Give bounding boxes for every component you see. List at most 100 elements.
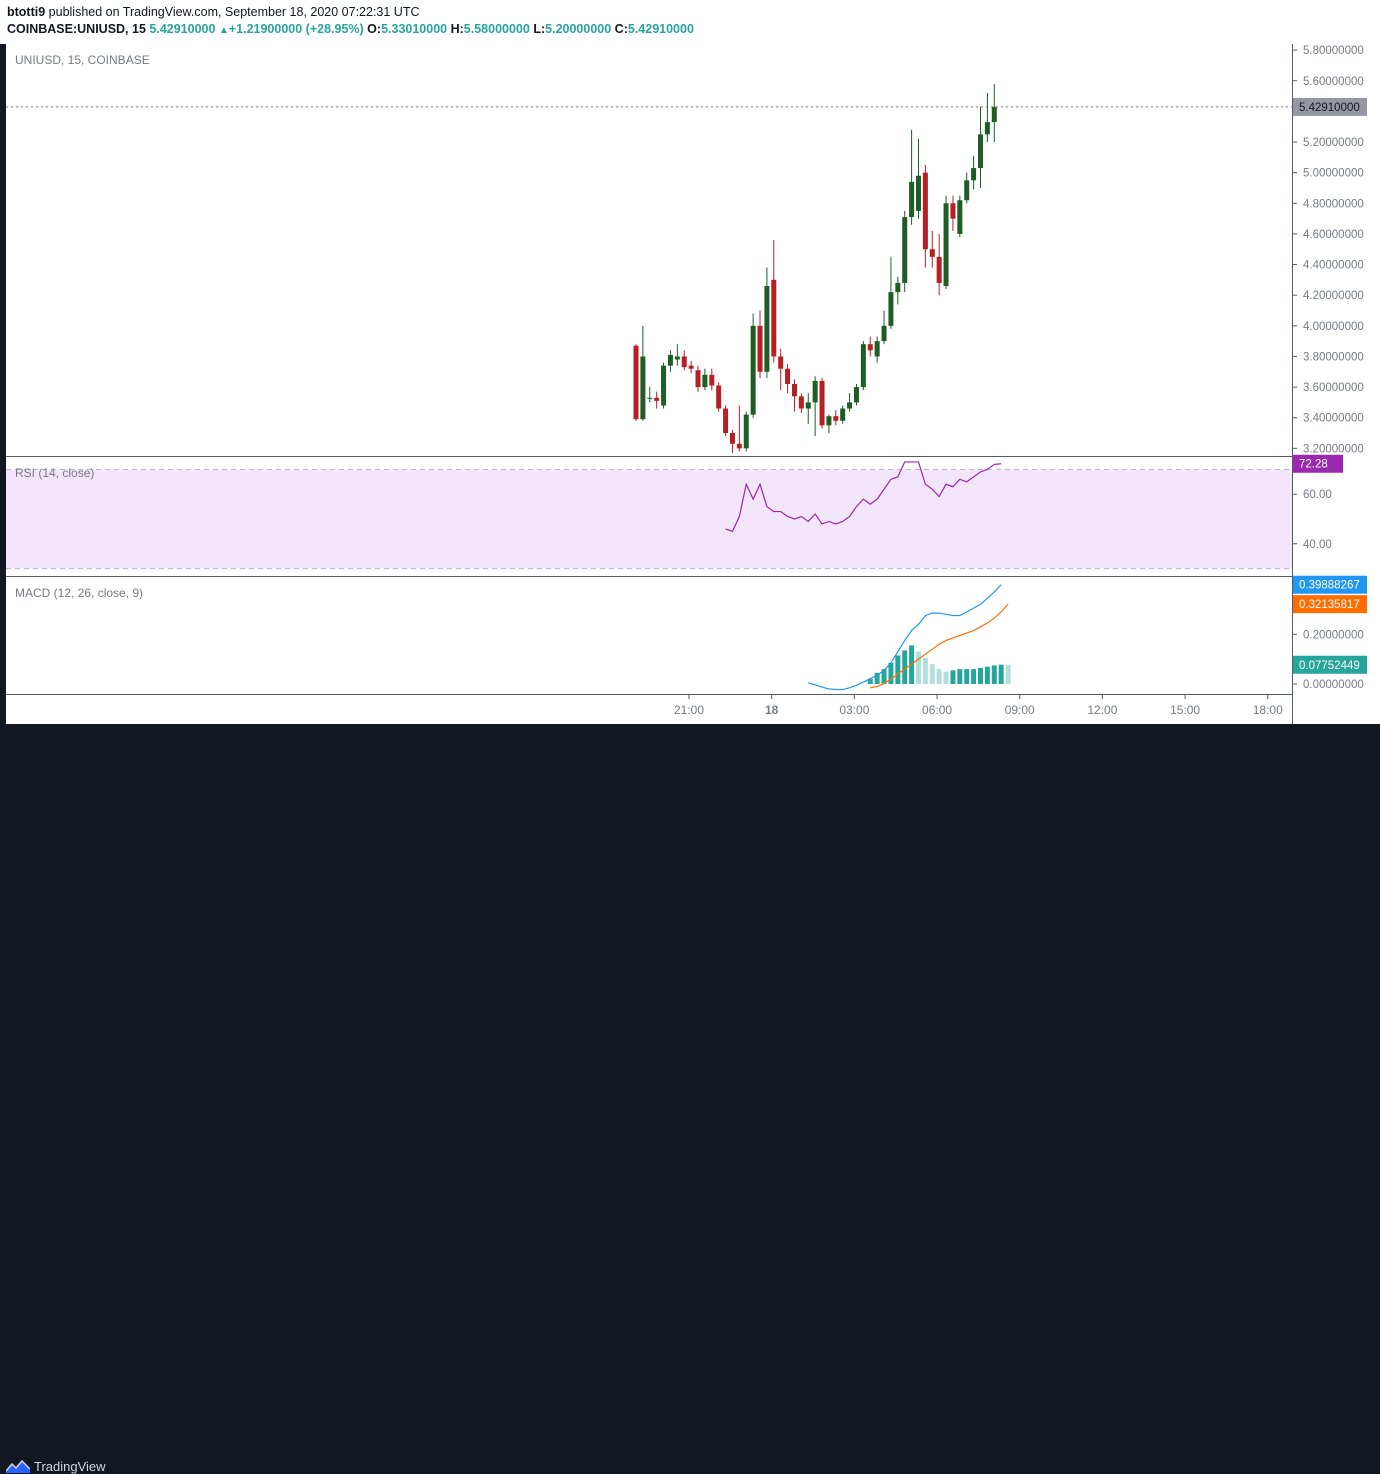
macd-histogram-bar	[881, 669, 887, 685]
candle-body-bear	[819, 380, 825, 426]
macd-histogram-bar	[950, 670, 956, 685]
price-tick-label: 4.40000000	[1303, 260, 1364, 272]
rsi-pane-title: RSI (14, close)	[15, 466, 94, 480]
price-tick-label: 3.20000000	[1303, 443, 1364, 455]
time-tick-label: 06:00	[922, 703, 952, 717]
high-label: H:	[450, 22, 464, 36]
tradingview-logo-icon[interactable]	[6, 1459, 30, 1473]
publish-line: btotti9 published on TradingView.com, Se…	[7, 5, 420, 19]
candle-body-bull	[812, 380, 818, 403]
macd-tick-label: 0.20000000	[1303, 629, 1364, 641]
candle-body-bull	[702, 374, 708, 388]
price-tick-label: 4.80000000	[1303, 198, 1364, 210]
published-text: published on TradingView.com, September …	[45, 5, 420, 19]
candle-body-bear	[729, 433, 735, 444]
macd-histogram-bar	[867, 679, 873, 685]
price-tick-label: 3.40000000	[1303, 413, 1364, 425]
candle-body-bull	[915, 175, 921, 211]
price-tick-label: 5.60000000	[1303, 76, 1364, 88]
chart-area[interactable]: UNIUSD, 15, COINBASE RSI (14, close) MAC…	[6, 44, 1380, 724]
candle-body-bull	[853, 387, 859, 403]
open-label: O:	[367, 22, 382, 36]
candle-body-bull	[667, 354, 673, 366]
candle-body-bull	[902, 217, 908, 283]
macd-histogram-bar	[888, 662, 894, 685]
footer-bar: TradingView	[0, 724, 1380, 1474]
macd-histogram-bar	[915, 651, 921, 685]
candle-body-bull	[640, 356, 646, 420]
price-pane-title: UNIUSD, 15, COINBASE	[15, 53, 150, 67]
macd-value-label: 0.39888267	[1299, 580, 1360, 592]
candle-body-bull	[860, 344, 866, 388]
candle-body-bear	[771, 279, 777, 357]
macd-histogram-bar	[936, 669, 942, 685]
price-tick-label: 4.60000000	[1303, 229, 1364, 241]
candle-body-bull	[943, 203, 949, 286]
open-value: 5.33010000	[381, 22, 448, 36]
candle-body-bull	[881, 325, 887, 342]
candle-body-bull	[895, 282, 901, 293]
last-price: 5.42910000	[149, 22, 216, 36]
macd-histogram-bar	[895, 655, 901, 685]
signal-line	[870, 603, 1009, 689]
candle-body-bear	[936, 256, 942, 283]
candle-body-bull	[840, 408, 846, 421]
time-tick-label: 15:00	[1170, 703, 1200, 717]
macd-line	[808, 584, 1002, 691]
price-tick-label: 5.20000000	[1303, 137, 1364, 149]
candle-body-bull	[764, 285, 770, 372]
macd-histogram-bar	[978, 667, 983, 685]
macd-axis[interactable]: 0.20000000 0.00000000 0.39888267 0.32135817…	[1292, 575, 1367, 691]
low-label: L:	[533, 22, 546, 36]
candle-body-bear	[785, 368, 791, 385]
price-tick-label: 5.80000000	[1303, 45, 1364, 57]
macd-histogram-bar	[998, 664, 1004, 685]
time-axis[interactable]: 21:00 18 03:00 06:00 09:00 12:00 15:00 18:00	[674, 694, 1283, 717]
macd-value-label: 0.32135817	[1299, 599, 1360, 611]
author-name[interactable]: btotti9	[7, 5, 46, 19]
macd-pane-title: MACD (12, 26, close, 9)	[15, 586, 143, 600]
macd-value-label-bg	[1293, 595, 1367, 614]
candle-body-bull	[984, 122, 990, 135]
time-tick-label: 18:00	[1253, 703, 1283, 717]
up-arrow-icon: ▲	[218, 25, 229, 36]
last-price-label: 5.42910000	[1299, 102, 1360, 114]
candle-body-bull	[874, 341, 880, 357]
rsi-axis[interactable]: 60.00 40.00 72.28	[1292, 454, 1343, 551]
candle-body-bull	[888, 292, 894, 326]
macd-histogram-bar	[991, 665, 997, 685]
price-tick-label: 3.60000000	[1303, 382, 1364, 394]
price-axis[interactable]: 5.80000000 5.60000000 5.20000000 5.00000000…	[1292, 45, 1367, 455]
rsi-band-fill	[6, 469, 1292, 569]
macd-tick-label: 0.00000000	[1303, 679, 1364, 691]
candle-body-bear	[798, 396, 804, 409]
candle-body-bear	[709, 374, 715, 386]
macd-value-label-bg	[1293, 655, 1367, 674]
rsi-pane: RSI (14, close)	[6, 461, 1292, 570]
macd-histogram-bar	[957, 669, 963, 685]
candle-body-bear	[950, 203, 956, 219]
price-tick-label: 4.00000000	[1303, 321, 1364, 333]
candle-body-bear	[929, 249, 935, 257]
time-tick-label: 12:00	[1087, 703, 1117, 717]
low-value: 5.20000000	[545, 22, 612, 36]
candle-body-bear	[867, 344, 873, 351]
macd-pane: MACD (12, 26, close, 9)	[15, 584, 1011, 691]
price-tick-label: 3.80000000	[1303, 351, 1364, 363]
candle-body-bear	[922, 172, 928, 250]
time-tick-label: 09:00	[1005, 703, 1035, 717]
rsi-tick-label: 40.00	[1303, 539, 1332, 551]
chart-svg[interactable]: UNIUSD, 15, COINBASE RSI (14, close) MAC…	[6, 44, 1380, 724]
candle-body-bull	[674, 356, 680, 360]
candle-body-bear	[633, 345, 639, 420]
time-tick-label: 18	[765, 703, 779, 717]
candle-body-bull	[964, 180, 970, 201]
rsi-tick-label: 60.00	[1303, 489, 1332, 501]
tradingview-brand-text[interactable]: TradingView	[34, 1459, 106, 1474]
candle-body-bull	[847, 402, 853, 409]
macd-histogram-bar	[984, 666, 990, 685]
rsi-value-label: 72.28	[1299, 459, 1328, 471]
macd-histogram-bar	[971, 669, 977, 685]
macd-histogram-bar	[922, 657, 928, 685]
macd-histogram-bar	[929, 664, 935, 685]
